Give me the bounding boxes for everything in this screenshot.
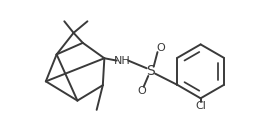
Text: S: S [146,64,155,78]
Text: Cl: Cl [195,101,206,111]
Text: O: O [137,86,146,96]
Text: NH: NH [114,56,130,66]
Text: O: O [156,43,165,53]
